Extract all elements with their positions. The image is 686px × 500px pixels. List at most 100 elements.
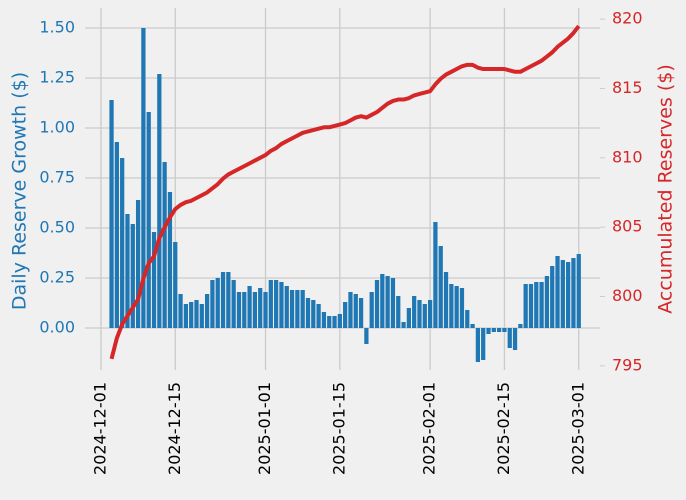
bar [114, 142, 119, 328]
y-tick-label: 0.75 [39, 168, 75, 187]
bar [157, 74, 162, 328]
bar [321, 312, 327, 328]
bar [358, 298, 364, 328]
y2-tick-label: 795 [612, 355, 643, 374]
bar [555, 256, 560, 328]
bar [353, 294, 358, 328]
bar [348, 292, 353, 328]
grid [85, 8, 600, 370]
bar [242, 292, 247, 328]
bar [374, 280, 380, 328]
bar [459, 288, 465, 328]
bar [226, 272, 231, 328]
y-tick-label: 0.00 [39, 318, 75, 337]
bar [401, 322, 406, 328]
bar [369, 292, 374, 328]
x-tick-label: 2025-01-01 [255, 382, 274, 475]
bar [475, 328, 481, 362]
bar [284, 286, 289, 328]
bar [289, 290, 295, 328]
bar [422, 304, 427, 328]
bar [204, 294, 210, 328]
bar [130, 224, 135, 328]
bar [151, 232, 157, 328]
bar [125, 214, 130, 328]
bar [305, 298, 311, 328]
bar [258, 288, 263, 328]
bar [406, 308, 411, 328]
bar [486, 328, 491, 334]
bar [396, 296, 401, 328]
y-tick-label: 0.25 [39, 268, 75, 287]
bar [497, 328, 502, 332]
bar [135, 200, 141, 328]
y2-tick-label: 815 [612, 78, 643, 97]
bar [189, 302, 194, 328]
bar [231, 280, 236, 328]
bar [194, 300, 199, 328]
bar [412, 296, 417, 328]
bar [274, 280, 279, 328]
bar [560, 260, 565, 328]
bar [268, 280, 273, 328]
bar [167, 192, 173, 328]
bar [263, 292, 268, 328]
bar [120, 158, 125, 328]
y2-tick-label: 800 [612, 286, 643, 305]
bar [220, 272, 226, 328]
bar [380, 274, 385, 328]
bar [443, 272, 449, 328]
y2-tick-label: 820 [612, 9, 643, 28]
bar [252, 292, 258, 328]
bar [502, 328, 507, 332]
bar [162, 162, 167, 328]
bar [566, 262, 571, 328]
bar [300, 290, 305, 328]
bar [332, 316, 337, 328]
bar [438, 246, 443, 328]
bar [534, 282, 539, 328]
line [109, 24, 581, 360]
bar [178, 294, 183, 328]
bar [173, 242, 178, 328]
bar [183, 304, 188, 328]
y-tick-label: 1.50 [39, 18, 75, 37]
y-axis-title: Daily Reserve Growth ($) [9, 72, 31, 310]
bar [215, 278, 220, 328]
bar [327, 316, 332, 328]
bar [518, 324, 523, 328]
bar [427, 300, 433, 328]
bar [550, 266, 555, 328]
bar [316, 304, 321, 328]
bar [385, 276, 390, 328]
bar [109, 100, 114, 328]
bar [337, 314, 342, 328]
bar [470, 324, 475, 328]
bar [364, 328, 369, 344]
bar [449, 284, 454, 328]
y-tick-label: 1.25 [39, 68, 75, 87]
bar [390, 278, 396, 328]
bar [141, 28, 146, 328]
x-tick-label: 2025-02-01 [420, 382, 439, 475]
bar [465, 310, 470, 328]
x-tick-label: 2025-02-15 [494, 382, 513, 475]
bar [571, 258, 576, 328]
bar [512, 328, 518, 350]
bar [311, 300, 316, 328]
y-tick-label: 0.50 [39, 218, 75, 237]
bar [544, 276, 550, 328]
bar [417, 300, 422, 328]
bar [236, 292, 242, 328]
bar [528, 284, 534, 328]
bar [247, 286, 252, 328]
bar [454, 286, 459, 328]
bar [199, 304, 204, 328]
bar [433, 222, 438, 328]
bar [491, 328, 496, 332]
bar [481, 328, 486, 360]
bar [507, 328, 512, 348]
bar [146, 112, 151, 328]
x-tick-label: 2025-03-01 [568, 382, 587, 475]
